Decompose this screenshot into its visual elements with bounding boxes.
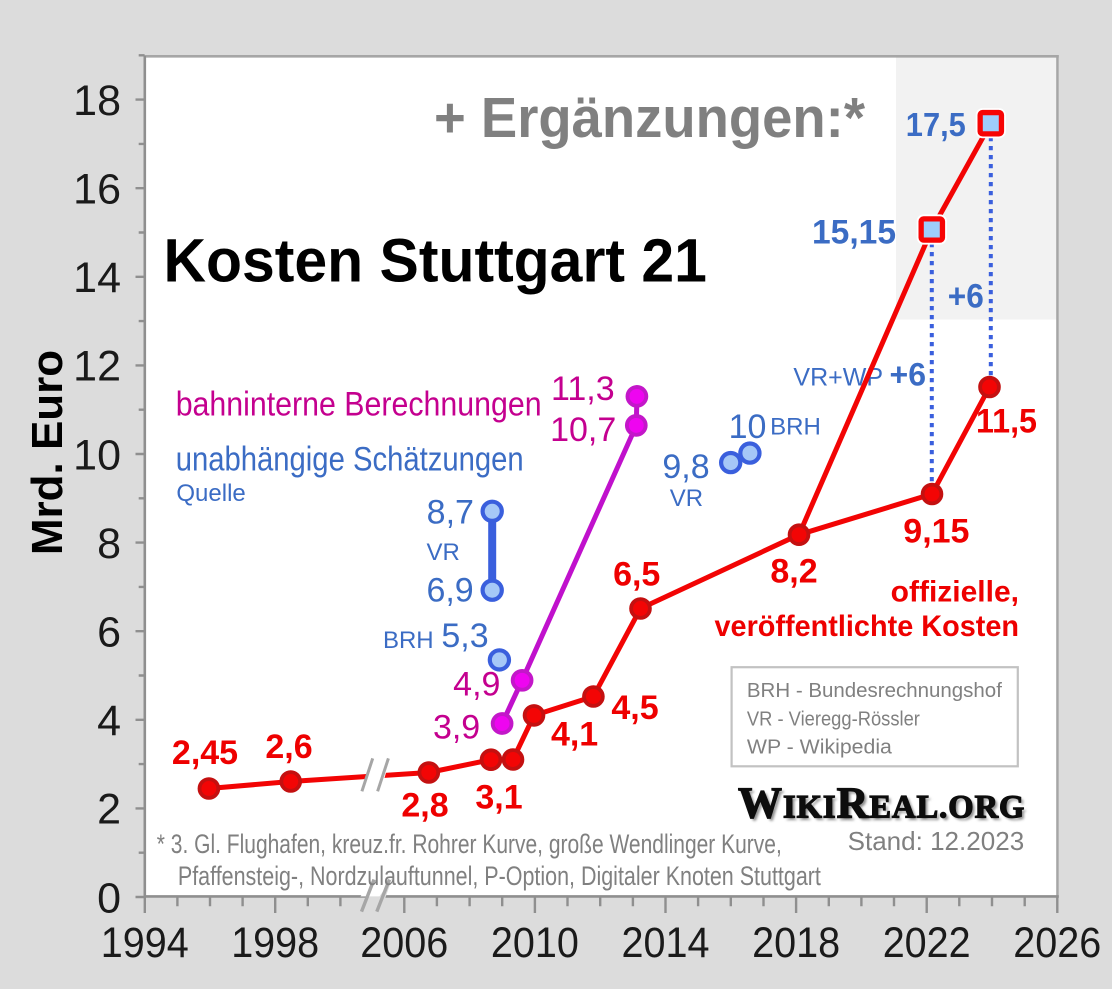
svg-text:2,45: 2,45 (172, 734, 238, 772)
svg-text:3,1: 3,1 (475, 778, 522, 816)
svg-text:10,7: 10,7 (550, 411, 616, 449)
svg-text:2026: 2026 (1013, 919, 1101, 967)
svg-text:1998: 1998 (231, 919, 319, 967)
svg-text:2: 2 (97, 786, 121, 834)
svg-text:11,5: 11,5 (976, 403, 1037, 441)
svg-text:9,15: 9,15 (903, 513, 969, 551)
svg-text:0: 0 (97, 874, 121, 922)
svg-text:10: 10 (73, 431, 121, 479)
svg-text:2010: 2010 (491, 919, 579, 967)
svg-text:bahninterne Berechnungen: bahninterne Berechnungen (176, 386, 542, 424)
svg-text:2014: 2014 (622, 919, 710, 967)
svg-text:BRH: BRH (770, 414, 821, 441)
svg-text:5,3: 5,3 (441, 617, 488, 655)
svg-text:4: 4 (97, 697, 121, 745)
svg-text:BRH - Bundesrechnungshof: BRH - Bundesrechnungshof (747, 679, 1002, 702)
svg-text:Stand: 12.2023: Stand: 12.2023 (848, 826, 1025, 856)
svg-text:17,5: 17,5 (906, 106, 966, 143)
svg-text:WIKIREAL.ORG: WIKIREAL.ORG (741, 781, 1028, 830)
svg-text:12: 12 (73, 343, 121, 391)
svg-text:6: 6 (97, 609, 121, 657)
svg-text:VR - Vieregg-Rössler: VR - Vieregg-Rössler (747, 708, 920, 731)
svg-text:VR: VR (427, 539, 460, 566)
svg-text:BRH: BRH (383, 627, 434, 654)
svg-text:2022: 2022 (883, 919, 971, 967)
svg-text:4,5: 4,5 (611, 689, 658, 727)
svg-text:16: 16 (73, 166, 121, 214)
svg-text:Kosten Stuttgart 21: Kosten Stuttgart 21 (164, 227, 707, 295)
svg-text:11,3: 11,3 (551, 370, 615, 408)
svg-text:WIKIREAL.ORG: WIKIREAL.ORG (738, 779, 1025, 828)
svg-text:veröffentlichte Kosten: veröffentlichte Kosten (715, 610, 1020, 643)
svg-text:8,2: 8,2 (770, 553, 817, 591)
svg-text:18: 18 (73, 77, 121, 125)
svg-text:Mrd. Euro: Mrd. Euro (23, 350, 72, 555)
svg-text:2018: 2018 (752, 919, 840, 967)
svg-text:14: 14 (73, 254, 121, 302)
svg-text:+6: +6 (948, 277, 984, 315)
svg-text:+ Ergänzungen:*: + Ergänzungen:* (434, 86, 866, 150)
svg-text:2006: 2006 (360, 919, 448, 967)
svg-text:Pfaffensteig-, Nordzulauftunne: Pfaffensteig-, Nordzulauftunnel, P-Optio… (178, 861, 822, 891)
svg-text:6,9: 6,9 (426, 571, 473, 609)
svg-text:2,6: 2,6 (265, 728, 312, 766)
svg-text:* 3. Gl. Flughafen, kreuz.fr.: * 3. Gl. Flughafen, kreuz.fr. Rohrer Kur… (157, 829, 782, 859)
svg-text:10: 10 (729, 408, 767, 446)
svg-text:offizielle,: offizielle, (891, 576, 1019, 609)
svg-text:2,8: 2,8 (401, 787, 448, 825)
svg-text:Quelle: Quelle (176, 480, 245, 507)
svg-text:VR: VR (670, 485, 703, 512)
svg-text:4,9: 4,9 (453, 666, 500, 704)
svg-text:3,9: 3,9 (433, 709, 480, 747)
svg-text:WP - Wikipedia: WP - Wikipedia (747, 736, 893, 759)
svg-text:unabhängige Schätzungen: unabhängige Schätzungen (176, 441, 524, 479)
svg-text:15,15: 15,15 (812, 214, 896, 252)
svg-text:+6: +6 (890, 357, 926, 393)
svg-text:9,8: 9,8 (662, 448, 709, 486)
svg-text:1994: 1994 (101, 919, 189, 967)
svg-text:6,5: 6,5 (613, 556, 660, 594)
svg-text:8: 8 (97, 520, 121, 568)
svg-text:8,7: 8,7 (427, 494, 474, 532)
svg-text:4,1: 4,1 (551, 716, 598, 754)
